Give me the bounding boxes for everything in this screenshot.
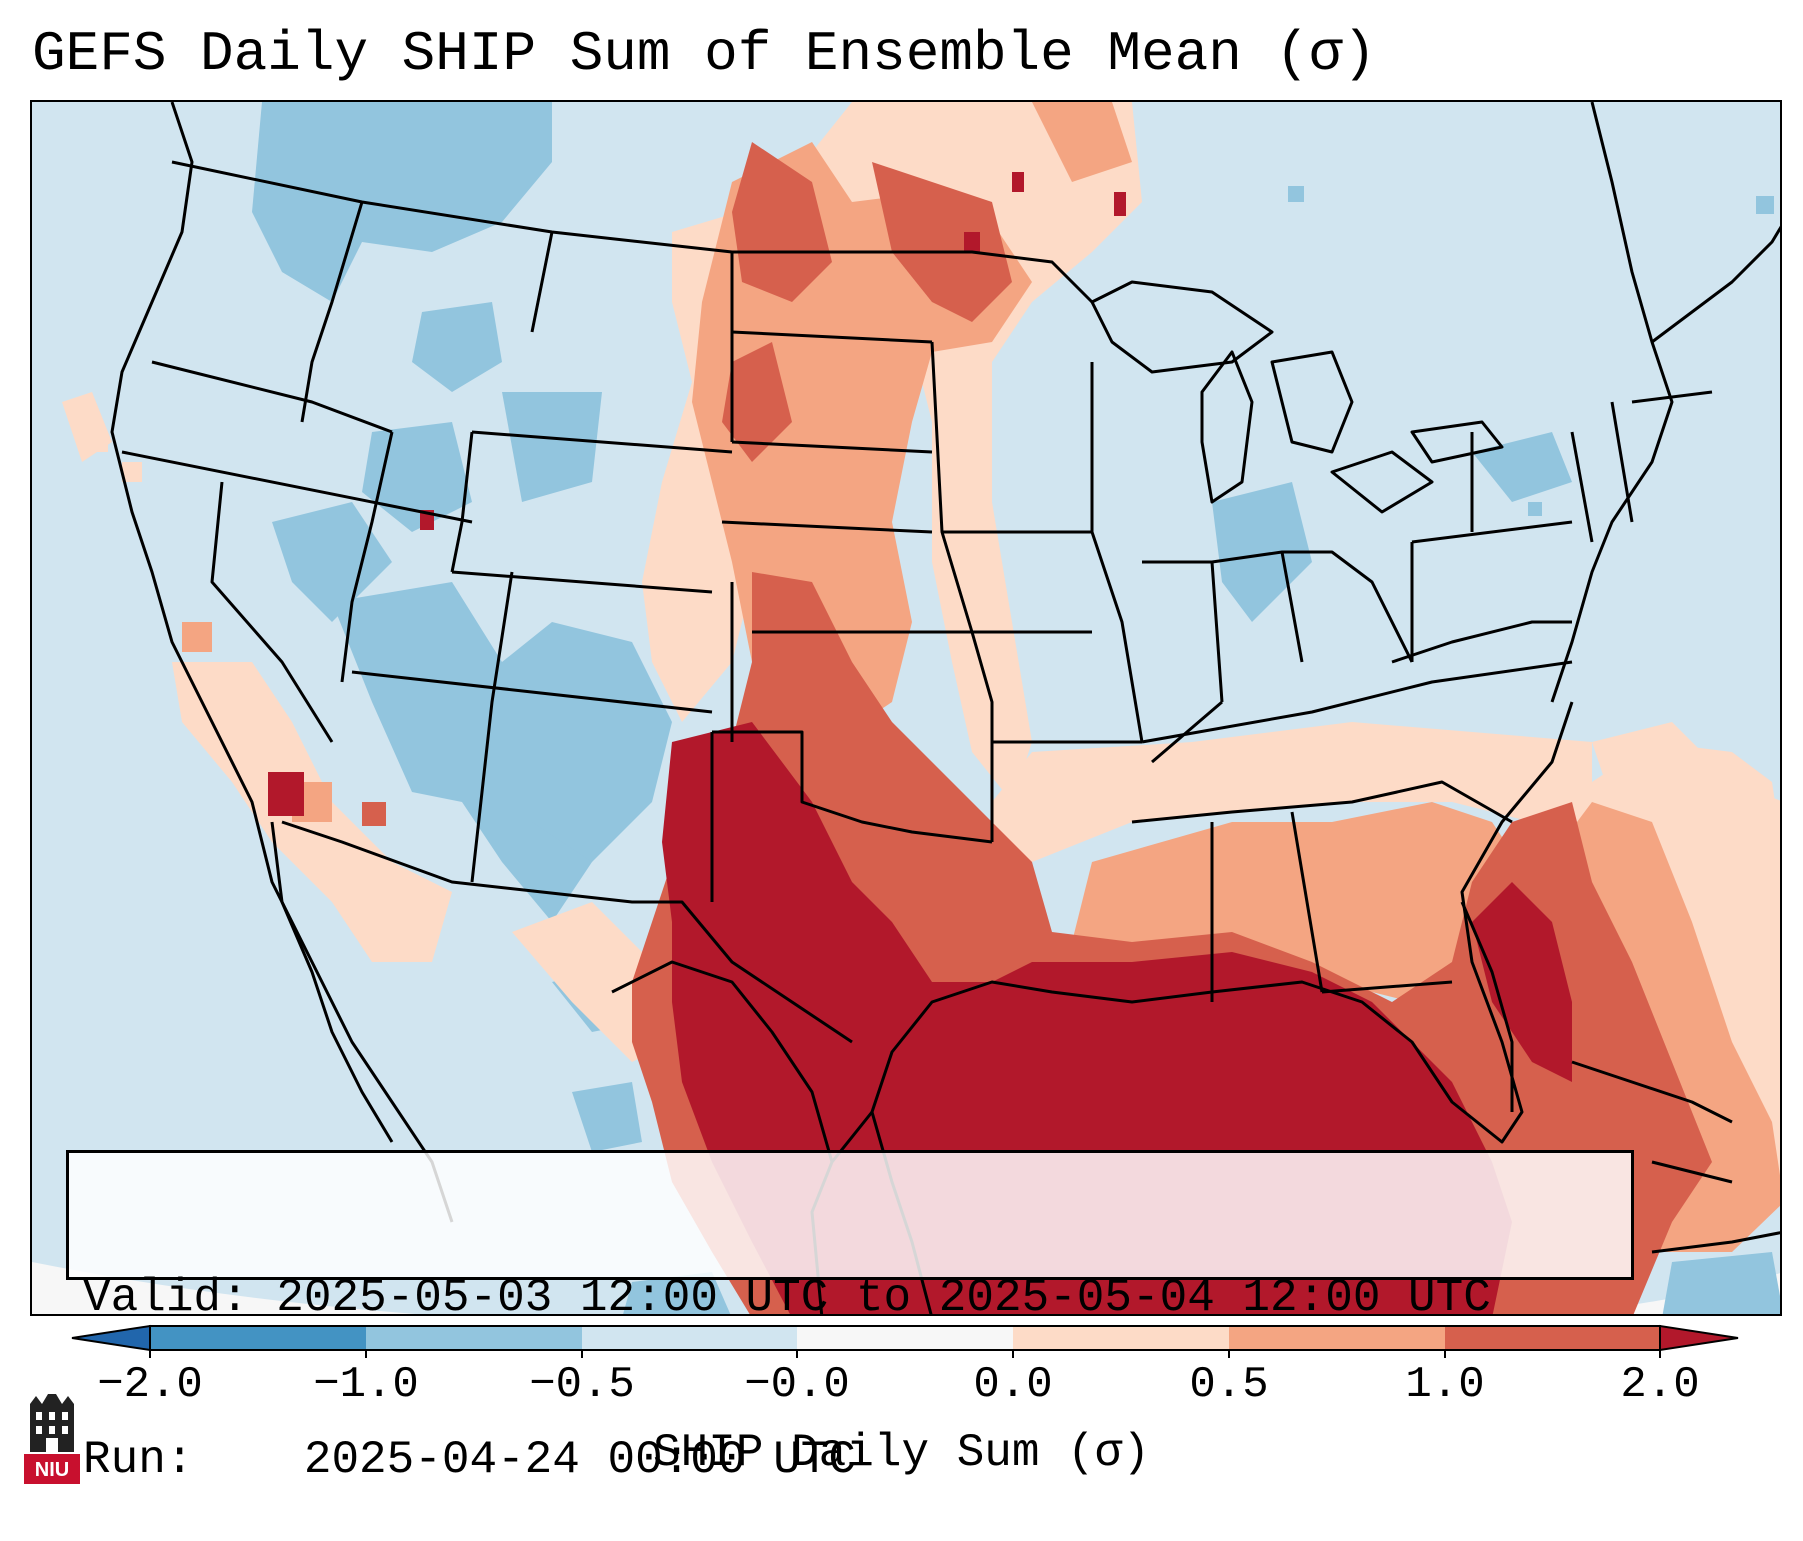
map-panel (30, 100, 1782, 1316)
valid-label: Valid: (83, 1272, 249, 1324)
valid-row: Valid: 2025-05-03 12:00 UTC to 2025-05-0… (83, 1271, 1617, 1325)
valid-run-info-box: Valid: 2025-05-03 12:00 UTC to 2025-05-0… (66, 1150, 1634, 1486)
colorbar-tick-marks (149, 1350, 1661, 1358)
colorbar-tick-label: 0.0 (973, 1360, 1053, 1410)
colorbar-tick-label: −2.0 (97, 1360, 203, 1410)
colorbar-outline (149, 1325, 1661, 1351)
colorbar (71, 1324, 1739, 1358)
colorbar-tick-label: −0.5 (529, 1360, 635, 1410)
colorbar-tick-label: −0.0 (744, 1360, 850, 1410)
negative-anomaly-field (252, 102, 1780, 1314)
projection-edge (32, 1262, 416, 1314)
run-label: Run: (83, 1434, 194, 1486)
colorbar-tick-label: −1.0 (313, 1360, 419, 1410)
colorbar-bin (582, 1326, 797, 1350)
colorbar-bin (366, 1326, 582, 1350)
niu-logo-text: NIU (35, 1459, 69, 1481)
colorbar-bin (797, 1326, 1013, 1350)
run-value: 2025-04-24 00:00 UTC (303, 1434, 856, 1486)
colorbar-tick-label: 2.0 (1620, 1360, 1700, 1410)
colorbar-bin (1013, 1326, 1229, 1350)
colorbar-bin (150, 1326, 366, 1350)
geographic-boundaries (110, 102, 1780, 1314)
colorbar-bin (1445, 1326, 1660, 1350)
niu-building-icon: NIU (24, 1394, 80, 1484)
colorbar-label: SHIP Daily Sum (σ) (653, 1427, 1150, 1479)
valid-value: 2025-05-03 12:00 UTC to 2025-05-04 12:00… (276, 1272, 1491, 1324)
colorbar-extend-high (1659, 1324, 1739, 1352)
colorbar-tick-label: 0.5 (1189, 1360, 1269, 1410)
colorbar-extend-low (71, 1324, 151, 1352)
colorbar-bins (71, 1324, 1739, 1352)
run-row: Run: 2025-04-24 00:00 UTC (83, 1433, 1617, 1487)
colorbar-tick-label: 1.0 (1405, 1360, 1485, 1410)
colorbar-bin (1229, 1326, 1445, 1350)
page-title: GEFS Daily SHIP Sum of Ensemble Mean (σ) (32, 22, 1377, 86)
